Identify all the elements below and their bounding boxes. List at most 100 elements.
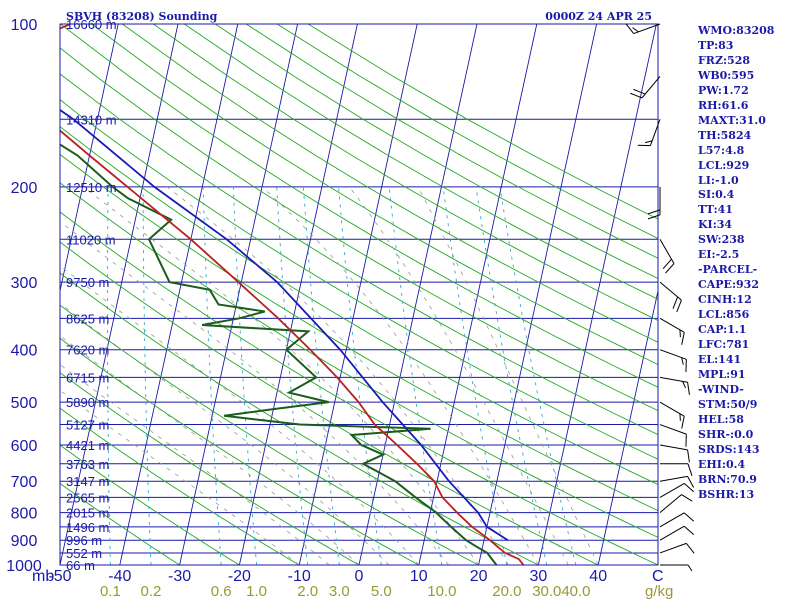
index-item: CAPE:932 (698, 278, 759, 292)
mixing-ratio-label: 0.6 (211, 583, 232, 600)
dry-adiabat (60, 182, 658, 538)
temperature-tick-label: 30 (530, 568, 548, 585)
wind-barb (659, 494, 682, 513)
index-item: TT:41 (698, 203, 733, 217)
index-item: EI:-2.5 (698, 248, 740, 262)
height-label: 4421 m (66, 438, 109, 453)
wind-barb-feather (683, 483, 695, 493)
index-item: MAXT:31.0 (698, 113, 766, 127)
isotherm (238, 24, 358, 565)
wind-barb (659, 444, 688, 451)
profiles (60, 24, 525, 565)
mixing-ratio-line (475, 186, 548, 565)
pressure-tick-label: 600 (11, 438, 38, 455)
height-label: 7620 m (66, 343, 109, 358)
wind-barb (649, 119, 661, 146)
index-item: LFC:781 (698, 338, 750, 352)
wind-barb-feather (681, 494, 693, 502)
index-item: L57:4.8 (698, 143, 745, 157)
pressure-tick-label: 500 (11, 395, 38, 412)
height-label: 996 m (66, 533, 102, 548)
wind-barb-feather (676, 299, 682, 313)
height-label: 3147 m (66, 474, 109, 489)
isotherm (418, 24, 538, 565)
isotherm (478, 24, 598, 565)
temperature-tick-label: -30 (168, 568, 191, 585)
wind-barb-feather (687, 382, 690, 395)
height-label: 552 m (66, 546, 102, 561)
temperature-tick-label: -10 (288, 568, 311, 585)
mixing-ratio-label: 40.0 (561, 583, 590, 600)
wind-barb (633, 23, 661, 35)
mixing-ratio-line (499, 186, 577, 565)
isotherm (537, 24, 657, 565)
dry-adiabat (60, 372, 360, 565)
mixing-ratio-line (442, 186, 508, 565)
index-item: SW:238 (698, 233, 745, 247)
wind-barb-feather (681, 416, 685, 429)
height-label: 16660 m (66, 17, 117, 32)
isotherm (179, 24, 299, 565)
wind-barb-feather (687, 564, 693, 572)
index-item: KI:34 (698, 218, 733, 232)
index-item: STM:50/9 (698, 397, 758, 411)
dry-adiabat (60, 337, 420, 565)
temperature-tick-label: 0 (355, 568, 364, 585)
index-item: SI:0.4 (698, 188, 735, 202)
temperature-tick-label: 40 (589, 568, 607, 585)
index-item: TH:5824 (698, 128, 752, 142)
wind-barb (659, 482, 685, 498)
wind-barb-feather (687, 476, 695, 488)
index-item: LCL:856 (698, 308, 750, 322)
moist-adiabat (417, 186, 599, 565)
index-item: WB0:595 (698, 68, 755, 82)
wind-barb (659, 239, 675, 264)
wind-barbs (625, 23, 695, 572)
height-label: 2565 m (66, 490, 109, 505)
temperature-tick-label: 10 (410, 568, 428, 585)
wind-barb-feather (681, 357, 684, 365)
moist-adiabat (166, 186, 509, 565)
index-item: LCL:929 (698, 158, 750, 172)
dry-adiabat (60, 241, 599, 565)
diagram-grid (60, 24, 658, 565)
mixing-ratio-label: 1.0 (246, 583, 267, 600)
dry-adiabat (91, 24, 658, 366)
mixing-ratio-line (107, 186, 111, 565)
index-item: EHI:0.4 (698, 457, 746, 471)
wind-barb (659, 542, 687, 554)
moist-adiabat (60, 335, 360, 565)
wind-barb-feather (665, 263, 675, 274)
sounding-indices: WMO:83208 TP:83 FRZ:528 WB0:595 PW:1.72 RH:61… (698, 24, 798, 503)
index-item: SHR-:0.0 (698, 427, 754, 441)
dry-adiabat (153, 24, 658, 321)
dry-adiabat (245, 24, 658, 259)
mixing-ratio-label: 0.1 (100, 583, 121, 600)
dry-adiabat (60, 444, 240, 565)
index-item: SRDS:143 (698, 442, 760, 456)
moist-adiabat (60, 389, 300, 565)
isotherm (60, 24, 119, 293)
isotherm (119, 24, 239, 565)
dry-adiabat (60, 211, 658, 565)
pressure-tick-label: 200 (11, 180, 38, 197)
temperature-unit-label: C (652, 568, 664, 585)
wind-barb-feather (683, 512, 695, 522)
dry-adiabat (60, 126, 658, 486)
index-item: -WIND- (698, 382, 744, 396)
wind-barb-feather (662, 258, 672, 269)
moist-adiabat (60, 302, 390, 565)
wind-barb (659, 525, 685, 541)
mixing-ratio-label: 10.0 (427, 583, 456, 600)
height-label: 5127 m (66, 418, 109, 433)
dry-adiabat (60, 272, 539, 565)
wind-barb-feather (687, 449, 690, 463)
height-label: 12510 m (66, 180, 117, 195)
pressure-unit-label: mb (32, 568, 54, 585)
height-label: 11020 m (66, 232, 116, 247)
axis-labels: 0.1 0.2 0.6 1.0 2.0 3.0 5.0 10.0 20.0 30.0 40.0 g/k… (6, 17, 673, 600)
index-item: CINH:12 (698, 293, 752, 307)
moist-adiabat (60, 221, 450, 565)
pressure-tick-label: 1000 (6, 558, 42, 575)
mixing-ratio-line (232, 186, 258, 565)
